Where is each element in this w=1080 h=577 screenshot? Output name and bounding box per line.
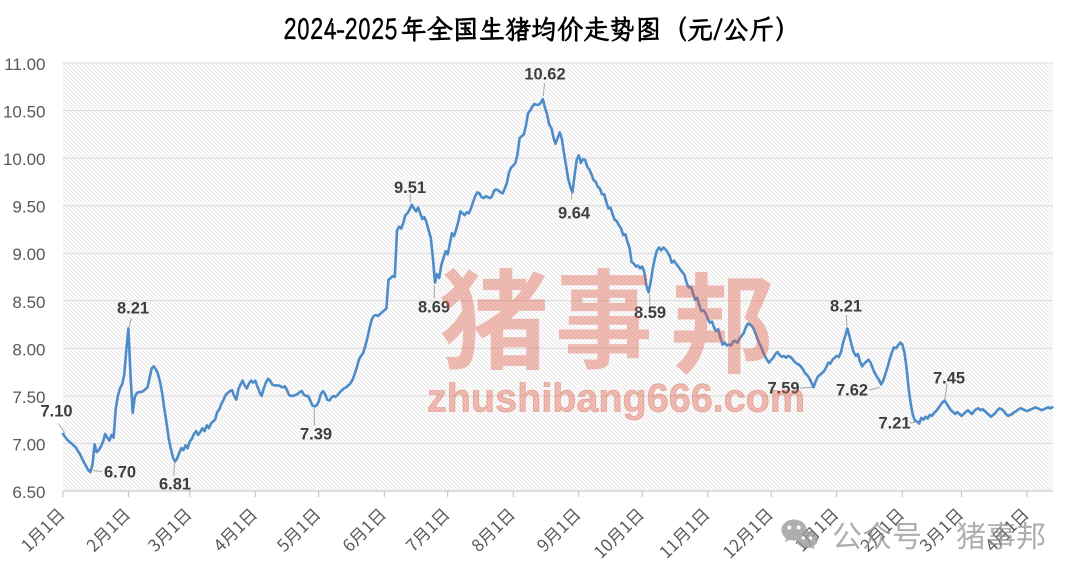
svg-text:11.00: 11.00 (4, 55, 45, 74)
svg-text:10.62: 10.62 (524, 66, 565, 84)
svg-text:7.62: 7.62 (836, 382, 868, 400)
svg-text:10.50: 10.50 (3, 103, 46, 122)
svg-text:6.50: 6.50 (12, 483, 45, 502)
svg-text:7.59: 7.59 (767, 380, 799, 398)
svg-text:9.51: 9.51 (394, 179, 426, 197)
svg-text:7.10: 7.10 (40, 403, 72, 421)
svg-text:7.39: 7.39 (300, 426, 332, 444)
svg-text:9.00: 9.00 (12, 245, 45, 264)
svg-text:8.00: 8.00 (12, 340, 45, 359)
svg-text:6.70: 6.70 (104, 464, 136, 482)
svg-text:8.59: 8.59 (634, 304, 666, 322)
svg-text:8.21: 8.21 (830, 298, 862, 316)
svg-text:6.81: 6.81 (159, 476, 191, 494)
svg-text:8.69: 8.69 (418, 299, 450, 317)
svg-text:10.00: 10.00 (3, 150, 46, 169)
svg-text:7.50: 7.50 (12, 388, 45, 407)
svg-text:8.21: 8.21 (117, 300, 149, 318)
svg-text:7.21: 7.21 (878, 415, 910, 433)
svg-text:zhushibang666.com: zhushibang666.com (427, 377, 805, 421)
svg-text:7.45: 7.45 (933, 370, 965, 388)
svg-text:8.50: 8.50 (12, 293, 45, 312)
svg-text:9.64: 9.64 (558, 205, 591, 223)
svg-text:9.50: 9.50 (12, 198, 45, 217)
svg-text:7.00: 7.00 (12, 435, 45, 454)
